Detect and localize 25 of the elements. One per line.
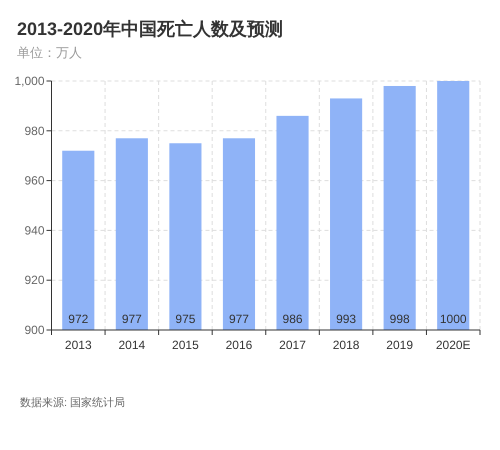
x-tick-label: 2019 xyxy=(386,338,413,352)
x-tick-label: 2017 xyxy=(279,338,306,352)
annotation: 数据来源: 国家统计局 xyxy=(20,397,126,409)
data-label: 998 xyxy=(390,312,410,326)
y-tick-label: 920 xyxy=(24,273,44,288)
y-tick-label: 960 xyxy=(24,174,44,188)
data-label: 972 xyxy=(68,312,88,326)
data-label: 977 xyxy=(122,312,142,326)
data-label: 977 xyxy=(228,312,249,326)
x-tick-label: 2020E xyxy=(436,338,471,352)
y-tick-label: 940 xyxy=(24,223,44,238)
x-tick-label: 2018 xyxy=(332,338,360,352)
data-label: 975 xyxy=(175,312,196,326)
data-label: 993 xyxy=(336,312,356,326)
x-tick-label: 2015 xyxy=(172,338,199,352)
y-tick-label: 900 xyxy=(24,323,44,337)
y-tick-label: 1,000 xyxy=(14,74,44,88)
y-tick-label: 980 xyxy=(24,124,44,138)
data-label: 986 xyxy=(282,312,303,326)
x-tick-label: 2016 xyxy=(226,338,252,352)
data-label: 1000 xyxy=(440,312,467,326)
x-tick-label: 2014 xyxy=(118,338,146,352)
x-tick-label: 2013 xyxy=(64,338,92,352)
subtitle: 单位：万人 xyxy=(17,45,82,60)
title: 2013-2020年中国死亡人数及预测 xyxy=(17,19,284,39)
